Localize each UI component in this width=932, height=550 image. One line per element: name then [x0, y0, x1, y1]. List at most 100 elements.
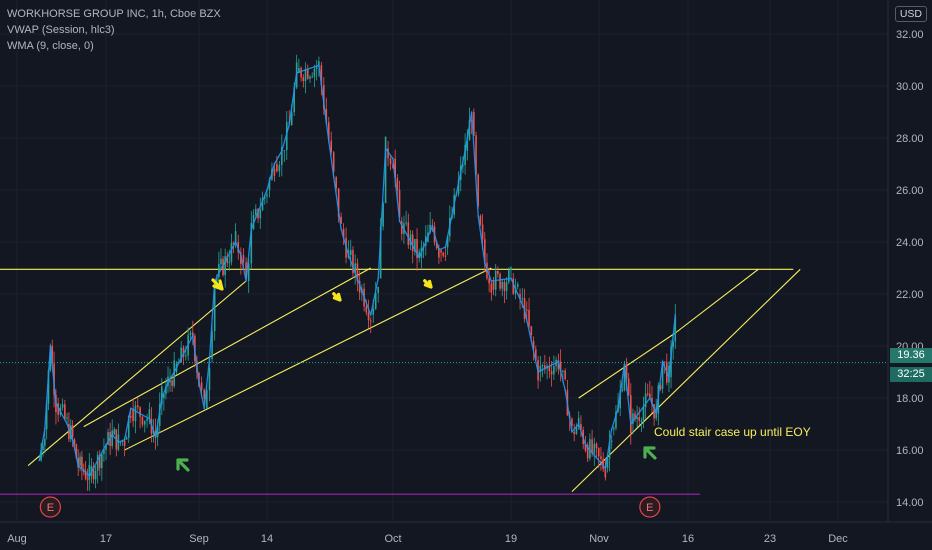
candle-body — [501, 281, 504, 289]
candle-body — [541, 365, 544, 367]
data-point — [167, 381, 169, 384]
data-point — [523, 308, 526, 311]
candle-body — [407, 222, 410, 245]
candle-body — [325, 109, 328, 124]
candle-body — [548, 365, 551, 372]
data-point — [318, 64, 320, 66]
candle-body — [429, 224, 431, 233]
candle-body — [298, 67, 300, 73]
data-point — [377, 277, 379, 280]
candle-body — [615, 411, 617, 429]
candle-body — [619, 390, 621, 409]
candle-body — [464, 145, 466, 166]
data-point — [208, 358, 211, 360]
data-point — [154, 436, 157, 438]
candle-body — [103, 449, 105, 454]
x-tick-label: 23 — [764, 533, 776, 545]
x-tick-label: 14 — [261, 533, 273, 545]
candle-body — [462, 165, 464, 167]
candle-body — [276, 164, 278, 172]
candle-body — [169, 380, 171, 383]
candle-body — [45, 403, 48, 430]
trendline — [83, 267, 372, 428]
candle-body — [642, 407, 645, 421]
x-tick-label: Aug — [7, 533, 27, 545]
data-point — [530, 340, 533, 342]
candle-body — [254, 208, 257, 215]
green-arrow-2 — [643, 446, 657, 460]
candle-body — [132, 408, 134, 422]
candle-body — [47, 370, 50, 404]
candle-body — [81, 456, 83, 470]
candle-body — [508, 269, 510, 283]
data-point — [431, 225, 434, 228]
time-axis[interactable]: Aug 17 Sep 14 Oct 19 Nov 16 23 Dec — [0, 521, 932, 545]
data-point — [571, 431, 573, 433]
data-point — [483, 262, 486, 264]
candle-body — [342, 229, 345, 238]
candle-body — [516, 284, 519, 287]
data-point — [564, 389, 566, 392]
candle-body — [457, 179, 460, 195]
candle-body — [69, 425, 72, 440]
data-point — [66, 423, 68, 425]
data-point — [288, 124, 291, 126]
candle-body — [625, 364, 628, 379]
data-point — [649, 397, 651, 399]
candle-body — [636, 417, 638, 420]
candle-body — [600, 456, 602, 459]
candle-body — [575, 426, 578, 435]
candle-body — [136, 405, 139, 408]
candle-body — [161, 386, 163, 405]
x-tick-label: Dec — [828, 533, 848, 545]
vwap-indicator-label[interactable]: VWAP (Session, hlc3) — [7, 24, 115, 36]
candle-body — [92, 466, 95, 480]
candle-body — [553, 366, 555, 375]
drawing-arrows — [176, 278, 657, 472]
candle-body — [573, 431, 575, 435]
candle-body — [414, 238, 416, 252]
candle-body — [250, 223, 253, 264]
data-point — [111, 433, 113, 436]
candle-body — [627, 378, 630, 396]
candle-body — [84, 470, 87, 479]
candle-body — [564, 370, 566, 380]
candle-body — [180, 347, 182, 363]
price-axis[interactable]: 14.0016.0018.0020.0022.0024.0026.0028.00… — [887, 0, 924, 522]
candle-body — [337, 188, 340, 217]
data-point — [424, 241, 427, 243]
candle-body — [483, 239, 486, 264]
candle-body — [394, 158, 396, 179]
candle-body — [400, 221, 403, 234]
earnings-marker — [639, 496, 661, 518]
candle-body — [510, 267, 512, 270]
candle-body — [672, 341, 674, 347]
symbol-title[interactable]: WORKHORSE GROUP INC, 1h, Cboe BZX — [7, 8, 221, 20]
candle-body — [315, 66, 318, 69]
candle-body — [411, 234, 414, 252]
candle-body — [222, 258, 224, 276]
candle-body — [646, 393, 649, 395]
candle-body — [293, 87, 295, 113]
candle-body — [525, 309, 528, 311]
wma-indicator-label[interactable]: WMA (9, close, 0) — [7, 40, 94, 52]
candle-body — [213, 284, 216, 332]
currency-button[interactable]: USD — [894, 6, 927, 22]
data-point — [38, 459, 41, 462]
candle-body — [519, 294, 521, 299]
candle-body — [503, 281, 506, 291]
candle-body — [559, 361, 562, 372]
candle-body — [125, 437, 128, 440]
y-tick-label: 22.00 — [896, 289, 924, 301]
candle-body — [653, 404, 655, 419]
candle-body — [586, 444, 589, 459]
data-point — [537, 371, 539, 373]
candle-body — [146, 418, 148, 421]
data-point — [384, 147, 387, 150]
candle-body — [300, 67, 302, 78]
candle-body — [589, 439, 591, 459]
x-tick-label: 17 — [100, 533, 112, 545]
candle-body — [352, 250, 354, 274]
candle-body — [416, 238, 418, 258]
